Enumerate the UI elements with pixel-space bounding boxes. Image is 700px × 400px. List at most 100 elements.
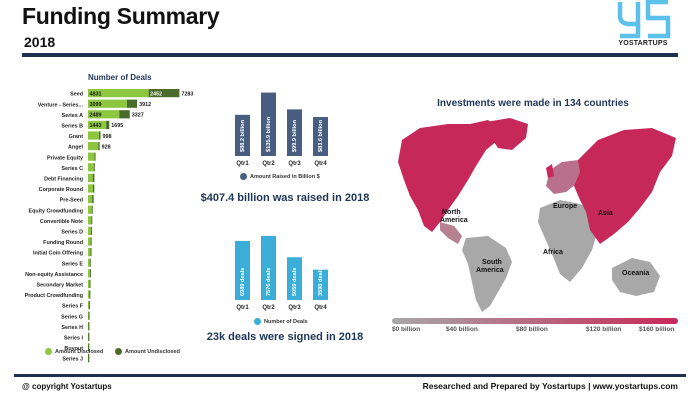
bar-undisclosed	[89, 290, 91, 299]
bar-undisclosed	[89, 258, 91, 267]
region-north-america-2: America	[440, 217, 468, 224]
bar-disclosed	[88, 142, 99, 151]
header-divider	[22, 53, 678, 57]
bar-disclosed	[88, 311, 90, 320]
quarter-axis-label: Qtr1	[236, 305, 249, 311]
map-greenland	[486, 118, 528, 150]
map-asia	[574, 128, 676, 244]
deal-category-label: Series E	[62, 261, 84, 267]
legend-disclosed-label: Amount Disclosed	[55, 348, 104, 355]
region-north-america-1: North	[442, 209, 461, 216]
disclosed-value-label: 1443	[90, 123, 102, 129]
bar-undisclosed	[119, 110, 130, 119]
total-value-label: 7283	[181, 91, 193, 97]
bar-undisclosed	[89, 279, 91, 288]
deal-category-label: Pre-Seed	[60, 198, 83, 204]
deal-category-label: Funding Round	[43, 240, 83, 246]
legend-raised-swatch	[240, 173, 247, 180]
legend-undisclosed: Amount Undisclosed	[115, 348, 180, 355]
deal-category-label: Seed	[70, 92, 83, 98]
quarter-data-label: 7576 deals	[266, 268, 272, 296]
quarter-data-label: $83.6 billion	[318, 119, 324, 152]
quarter-bar	[261, 92, 276, 156]
bar-disclosed	[88, 258, 90, 267]
quarter-data-label: 5059 deals	[292, 268, 298, 296]
region-oceania: Oceania	[622, 270, 649, 277]
quarter-axis-label: Qtr3	[288, 161, 301, 167]
logo-icon	[617, 0, 671, 39]
deal-category-label: Angel	[68, 145, 83, 151]
bar-disclosed	[88, 152, 95, 161]
bar-disclosed	[88, 290, 90, 299]
deal-category-label: Series G	[61, 314, 83, 320]
bar-undisclosed	[99, 131, 101, 140]
deals-quarter-chart: 6989 deals Qtr1 7576 deals Qtr2 5059 deals Qt…	[235, 235, 328, 311]
bar-undisclosed	[91, 205, 93, 214]
deal-category-label: Convertible Note	[40, 219, 83, 225]
quarter-bar	[235, 114, 250, 156]
quarter-bar	[235, 240, 250, 300]
bar-disclosed	[88, 120, 107, 129]
quarter-bar	[261, 235, 276, 300]
quarter-axis-label: Qtr1	[236, 161, 249, 167]
deal-category-label: Series H	[61, 325, 83, 331]
deals-chart-title: Number of Deals	[88, 73, 152, 82]
page-subtitle: 2018	[24, 34, 56, 50]
legend-deals: Number of Deals	[254, 318, 308, 325]
deal-category-label: Equity Crowdfunding	[29, 208, 84, 214]
quarter-axis-label: Qtr3	[288, 305, 301, 311]
region-africa: Africa	[543, 249, 563, 256]
logo-text: YOSTARTUPS	[618, 40, 668, 47]
map-africa	[538, 200, 598, 282]
bar-disclosed	[88, 205, 92, 214]
bar-disclosed	[88, 301, 90, 310]
region-south-america-1: South	[482, 259, 502, 266]
bar-undisclosed	[90, 248, 92, 257]
bar-disclosed	[88, 226, 91, 235]
bar-undisclosed	[126, 99, 138, 108]
legend-deals-label: Number of Deals	[264, 318, 308, 325]
bar-undisclosed	[88, 301, 90, 310]
deal-type-chart: Seed 4831 2452 7283 Venture - Series... 3099 3…	[25, 89, 193, 363]
quarter-data-label: $99.9 billion	[292, 119, 298, 152]
region-asia: Asia	[598, 210, 613, 217]
scale-label-160: $160 billion	[639, 326, 675, 333]
bar-undisclosed	[89, 269, 91, 278]
quarter-bar	[287, 257, 302, 300]
bar-disclosed	[88, 332, 90, 341]
total-value-label: 3912	[139, 102, 151, 108]
map-south-america	[462, 236, 512, 312]
footer-divider	[14, 374, 686, 377]
bar-undisclosed	[106, 120, 110, 129]
bar-disclosed	[88, 99, 127, 108]
bar-disclosed	[88, 248, 91, 257]
footer-copyright: @ copyright Yostartups	[22, 382, 112, 391]
legend-undisclosed-swatch	[115, 348, 122, 355]
raised-headline: $407.4 billion was raised in 2018	[200, 192, 370, 204]
bar-disclosed	[88, 195, 93, 204]
quarter-data-label: $88.2 billion	[240, 119, 246, 152]
bar-disclosed	[88, 269, 90, 278]
bar-undisclosed	[90, 226, 92, 235]
quarter-data-label: 6989 deals	[240, 268, 246, 296]
bar-disclosed	[88, 237, 91, 246]
bar-disclosed	[88, 216, 92, 225]
deal-category-label: Series J	[62, 357, 83, 363]
scale-label-0: $0 billion	[392, 326, 421, 333]
deal-category-label: Non-equity Assistance	[25, 272, 83, 278]
bar-undisclosed	[91, 216, 93, 225]
deal-category-label: Private Equity	[47, 155, 83, 161]
bar-undisclosed	[98, 142, 100, 151]
quarter-bar	[313, 116, 328, 156]
bar-disclosed	[88, 184, 94, 193]
legend-disclosed: Amount Disclosed	[45, 348, 103, 355]
disclosed-value-label: 4831	[90, 91, 102, 97]
deal-category-label: Initial Coin Offering	[33, 251, 83, 257]
quarter-bar	[287, 109, 302, 156]
quarter-axis-label: Qtr4	[314, 161, 327, 167]
deal-category-label: Series D	[61, 230, 83, 236]
deal-category-label: Series C	[61, 166, 83, 172]
quarter-bar	[313, 269, 328, 300]
map-uk	[546, 164, 554, 178]
quarter-axis-label: Qtr2	[262, 161, 275, 167]
